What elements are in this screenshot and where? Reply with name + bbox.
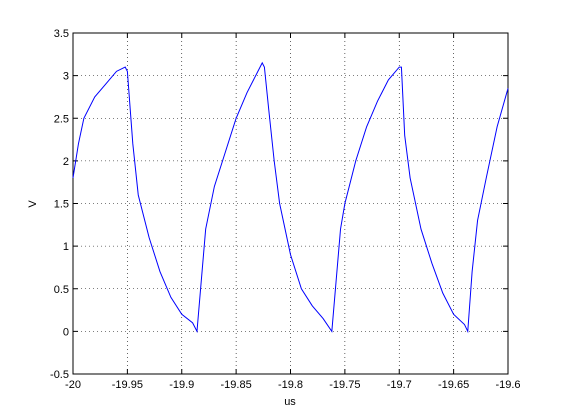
x-axis-label: us	[284, 396, 296, 408]
y-tick-label: -0.5	[50, 369, 69, 381]
y-tick-label: 3	[63, 71, 69, 83]
x-tick-label: -19.85	[221, 379, 252, 391]
y-tick-label: 1.5	[54, 199, 69, 211]
y-tick-label: 3.5	[54, 28, 69, 40]
x-tick-label: -19.65	[438, 379, 469, 391]
y-tick-label: 0.5	[54, 284, 69, 296]
x-tick-label: -20	[65, 379, 81, 391]
y-tick-label: 2.5	[54, 113, 69, 125]
y-axis-label: V	[27, 200, 39, 208]
x-tick-label: -19.75	[329, 379, 360, 391]
x-tick-label: -19.9	[169, 379, 194, 391]
x-tick-label: -19.7	[387, 379, 412, 391]
plot-frame	[72, 32, 509, 375]
y-tick-label: 2	[63, 156, 69, 168]
data-line	[72, 61, 509, 334]
x-tick-label: -19.8	[278, 379, 303, 391]
y-tick-label: 0	[63, 326, 69, 338]
x-tick-label: -19.6	[495, 379, 520, 391]
y-tick-label: 1	[63, 241, 69, 253]
x-tick-label: -19.95	[112, 379, 143, 391]
